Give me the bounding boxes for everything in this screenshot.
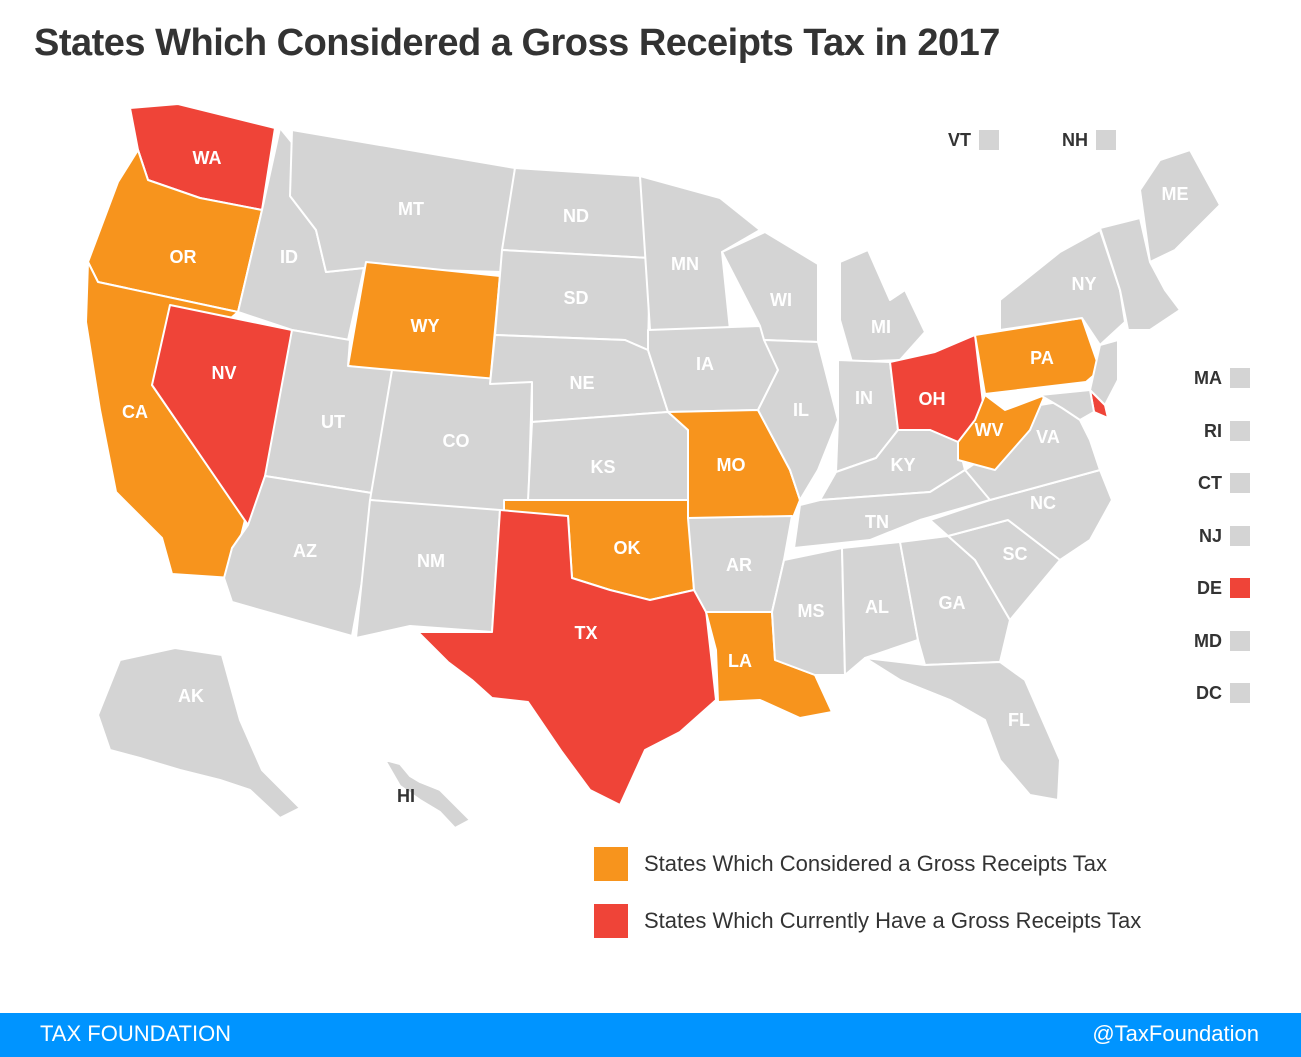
state-nm xyxy=(355,499,501,639)
state-label-ms: MS xyxy=(798,601,825,621)
small-state-swatch xyxy=(1230,631,1250,651)
state-label-tn: TN xyxy=(865,512,889,532)
map-title: States Which Considered a Gross Receipts… xyxy=(34,22,1000,64)
state-wi xyxy=(721,231,819,343)
state-nj xyxy=(1089,339,1119,406)
state-label-tx: TX xyxy=(574,623,597,643)
small-state-nh: NH xyxy=(1062,129,1116,151)
state-label-or: OR xyxy=(170,247,197,267)
state-label-il: IL xyxy=(793,400,809,420)
small-state-swatch xyxy=(1230,421,1250,441)
state-label-ak: AK xyxy=(178,686,204,706)
small-state-label: NH xyxy=(1062,129,1088,150)
state-label-mo: MO xyxy=(717,455,746,475)
state-wv xyxy=(957,394,1046,471)
footer-bar: TAX FOUNDATION @TaxFoundation xyxy=(0,1013,1301,1057)
state-label-me: ME xyxy=(1162,184,1189,204)
small-state-label: DE xyxy=(1196,577,1222,598)
us-map: WA OR CA NV ID MT WY UT AZ CO NM ND SD NE KS OK TX MN IA MO… xyxy=(85,103,1221,829)
legend-swatch-current xyxy=(594,904,628,938)
state-ne_small xyxy=(1099,217,1181,331)
state-label-ny: NY xyxy=(1071,274,1096,294)
state-tx xyxy=(417,509,717,806)
state-label-hi: HI xyxy=(397,786,415,806)
state-ks xyxy=(527,411,689,501)
state-label-la: LA xyxy=(728,651,752,671)
state-label-ok: OK xyxy=(614,538,641,558)
state-label-ga: GA xyxy=(939,593,966,613)
state-il xyxy=(757,339,839,501)
legend-swatch-considered xyxy=(594,847,628,881)
state-label-nc: NC xyxy=(1030,493,1056,513)
state-label-nv: NV xyxy=(211,363,236,383)
small-state-label: CT xyxy=(1198,472,1222,493)
small-state-label: RI xyxy=(1204,420,1222,441)
state-me xyxy=(1139,149,1221,263)
small-state-label: NJ xyxy=(1198,525,1222,546)
state-label-co: CO xyxy=(443,431,470,451)
state-label-mi: MI xyxy=(871,317,891,337)
small-state-ri: RI xyxy=(1204,420,1250,442)
state-label-mn: MN xyxy=(671,254,699,274)
state-label-nm: NM xyxy=(417,551,445,571)
legend-item-current: States Which Currently Have a Gross Rece… xyxy=(594,904,1141,938)
state-label-va: VA xyxy=(1036,427,1060,447)
state-ak xyxy=(97,647,301,819)
state-al xyxy=(841,541,919,676)
state-mi xyxy=(839,249,926,363)
state-label-ne: NE xyxy=(569,373,594,393)
state-label-ca: CA xyxy=(122,402,148,422)
small-state-swatch xyxy=(1096,130,1116,150)
state-label-sd: SD xyxy=(563,288,588,308)
state-label-in: IN xyxy=(855,388,873,408)
state-label-ia: IA xyxy=(696,354,714,374)
state-label-ar: AR xyxy=(726,555,752,575)
legend-label-current: States Which Currently Have a Gross Rece… xyxy=(644,908,1142,933)
small-state-label: MD xyxy=(1194,630,1222,651)
state-label-wy: WY xyxy=(411,316,440,336)
small-state-swatch xyxy=(1230,526,1250,546)
small-state-ct: CT xyxy=(1198,472,1250,494)
state-label-ks: KS xyxy=(590,457,615,477)
state-ny xyxy=(999,229,1126,346)
state-label-wv: WV xyxy=(975,420,1004,440)
small-state-swatch xyxy=(979,130,1000,150)
small-state-swatch xyxy=(1230,683,1250,703)
state-label-pa: PA xyxy=(1030,348,1054,368)
small-state-swatch xyxy=(1230,578,1250,598)
small-state-label: VT xyxy=(948,129,972,150)
small-state-swatch xyxy=(1230,368,1250,388)
footer-handle: @TaxFoundation xyxy=(1092,1021,1259,1046)
state-label-ut: UT xyxy=(321,412,345,432)
state-label-wi: WI xyxy=(770,290,792,310)
small-state-ma: MA xyxy=(1194,367,1250,389)
small-state-swatch xyxy=(1230,473,1250,493)
state-label-fl: FL xyxy=(1008,710,1030,730)
state-label-ky: KY xyxy=(890,455,915,475)
state-fl xyxy=(864,657,1061,801)
state-label-al: AL xyxy=(865,597,889,617)
legend-label-considered: States Which Considered a Gross Receipts… xyxy=(644,851,1108,876)
small-state-md: MD xyxy=(1194,630,1250,652)
state-label-nd: ND xyxy=(563,206,589,226)
state-label-az: AZ xyxy=(293,541,317,561)
small-state-vt: VT xyxy=(948,129,1000,151)
legend-item-considered: States Which Considered a Gross Receipts… xyxy=(594,847,1107,881)
small-state-label: DC xyxy=(1196,682,1222,703)
footer-brand: TAX FOUNDATION xyxy=(40,1021,232,1046)
state-label-oh: OH xyxy=(919,389,946,409)
small-state-de: DE xyxy=(1197,577,1250,599)
state-hi xyxy=(384,759,471,829)
state-md xyxy=(1039,389,1095,421)
small-state-dc: DC xyxy=(1196,682,1250,704)
state-label-id: ID xyxy=(280,247,298,267)
small-state-nj: NJ xyxy=(1199,525,1250,547)
small-state-label: MA xyxy=(1194,367,1222,388)
state-label-wa: WA xyxy=(193,148,222,168)
state-label-mt: MT xyxy=(398,199,424,219)
state-label-sc: SC xyxy=(1002,544,1027,564)
